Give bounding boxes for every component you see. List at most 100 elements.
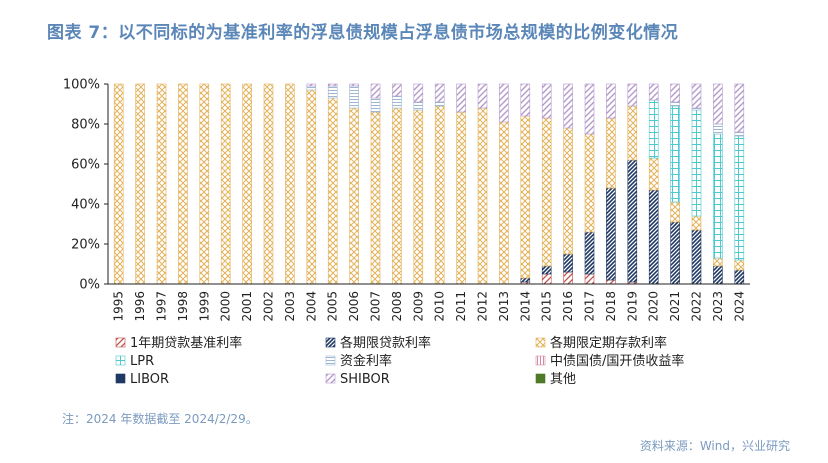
bar-shibor-2011	[456, 83, 466, 113]
bar-stack-2018	[606, 83, 616, 285]
bar-stack-2008	[392, 83, 402, 285]
bar-fund_rate-2021	[670, 101, 680, 107]
bar-shibor-2021	[670, 83, 680, 103]
bar-all_term_deposit-1997	[156, 83, 167, 285]
x-tick-label: 2011	[454, 291, 468, 322]
x-tick-label: 2019	[625, 291, 639, 322]
bar-stack-2007	[370, 83, 381, 285]
bar-stack-2021	[670, 83, 680, 285]
legend-label: LIBOR	[130, 372, 169, 387]
bar-shibor-2020	[648, 83, 659, 101]
bar-stack-2017	[584, 83, 595, 285]
legend-swatch	[115, 337, 126, 348]
x-tick-label: 1997	[155, 291, 169, 322]
bar-all_term_deposit-2007	[370, 111, 381, 285]
bar-lpr-2020	[648, 99, 659, 159]
x-tick-label: 2006	[347, 291, 361, 322]
bar-all_term_deposit-2015	[541, 117, 552, 267]
legend-item-all_term_loan: 各期限贷款利率	[325, 335, 431, 351]
bar-one_year_loan-2017	[584, 273, 595, 285]
bar-shibor-2018	[606, 83, 616, 119]
x-tick-label: 2000	[219, 291, 233, 322]
bar-all_term_deposit-2018	[606, 117, 616, 189]
bar-stack-1995	[113, 83, 124, 285]
legend-item-shibor: SHIBOR	[325, 372, 390, 387]
bar-all_term_loan-2023	[713, 265, 723, 285]
x-tick-label: 2005	[326, 291, 340, 322]
bar-all_term_loan-2014	[520, 277, 531, 283]
x-tick-label: 2017	[583, 291, 597, 322]
bar-shibor-2004	[306, 83, 317, 87]
x-tick-label: 2002	[262, 291, 276, 322]
legend-label: 资金利率	[340, 353, 392, 369]
bar-one_year_loan-2018	[606, 279, 616, 285]
legend-swatch	[325, 355, 336, 366]
bar-shibor-2016	[563, 83, 573, 129]
bar-stack-2006	[349, 83, 359, 285]
bar-shibor-2010	[434, 83, 445, 103]
bar-fund_rate-2005	[327, 85, 338, 99]
legend-swatch	[325, 373, 336, 384]
bar-lpr-2021	[670, 105, 680, 203]
legend-swatch	[535, 373, 546, 384]
x-tick-label: 1998	[176, 291, 190, 322]
bar-fund_rate-2024	[734, 131, 745, 137]
bar-fund_rate-2022	[691, 107, 702, 111]
bar-all_term_deposit-2013	[499, 121, 509, 285]
bar-shibor-2024	[734, 83, 745, 133]
legend-label: 1年期贷款基准利率	[130, 335, 242, 351]
y-tick-label: 100%	[63, 78, 100, 93]
bar-stack-2002	[263, 83, 274, 285]
bar-shibor-2012	[477, 83, 488, 109]
bar-all_term_deposit-1996	[135, 83, 145, 285]
bar-shibor-2014	[520, 83, 531, 117]
x-tick-label: 2016	[561, 291, 575, 322]
bar-all_term_deposit-2009	[413, 109, 424, 285]
legend-item-fund_rate: 资金利率	[325, 353, 392, 369]
bar-stack-1997	[156, 83, 167, 285]
x-tick-label: 2003	[283, 291, 297, 322]
bar-lpr-2024	[734, 135, 745, 261]
bar-stack-2015	[541, 83, 552, 285]
bar-stack-2013	[499, 83, 509, 285]
bar-stack-2010	[434, 83, 445, 285]
bar-fund_rate-2006	[349, 85, 359, 109]
bar-all_term_deposit-2008	[392, 107, 402, 285]
bar-stack-2001	[242, 83, 252, 285]
bar-stack-2004	[306, 83, 317, 285]
bar-all_term_loan-2017	[584, 231, 595, 275]
legend-label: 中债国债/国开债收益率	[550, 353, 684, 369]
bar-all_term_loan-2022	[691, 229, 702, 285]
x-tick-label: 2023	[711, 291, 725, 322]
bar-all_term_deposit-2011	[456, 111, 466, 285]
bar-stack-1998	[178, 83, 188, 285]
bar-all_term_deposit-2012	[477, 107, 488, 285]
bar-all_term_deposit-2001	[242, 83, 252, 285]
bar-stack-2011	[456, 83, 466, 285]
x-tick-label: 2018	[604, 291, 618, 322]
x-tick-label: 2022	[690, 291, 704, 322]
legend-item-cdb_bond_yield: 中债国债/国开债收益率	[535, 353, 684, 369]
bar-stack-2024	[734, 83, 745, 285]
legend-item-lpr: LPR	[115, 354, 154, 369]
bar-shibor-2019	[627, 83, 638, 107]
bar-fund_rate-2023	[713, 123, 723, 135]
bar-all_term_loan-2016	[563, 253, 573, 273]
axes-layer: 0% 20% 40% 60% 80% 100% 1995 1996 1997 1998 1999 20…	[63, 78, 750, 322]
bar-stack-2016	[563, 83, 573, 285]
bar-shibor-2013	[499, 83, 509, 123]
x-tick-label: 2020	[647, 291, 661, 322]
bar-all_term_deposit-2005	[327, 97, 338, 285]
bar-all_term_loan-2021	[670, 221, 680, 285]
bar-shibor-2017	[584, 83, 595, 135]
bar-all_term_deposit-2019	[627, 105, 638, 161]
bar-all_term_loan-2018	[606, 187, 616, 281]
legend-swatch	[535, 355, 546, 366]
x-tick-label: 2021	[668, 291, 682, 322]
legend-swatch	[535, 337, 546, 348]
bar-all_term_deposit-2000	[220, 83, 231, 285]
x-tick-label: 2009	[411, 291, 425, 322]
bar-shibor-2023	[713, 83, 723, 125]
y-tick-label: 40%	[71, 198, 100, 213]
x-tick-label: 1995	[112, 291, 126, 322]
